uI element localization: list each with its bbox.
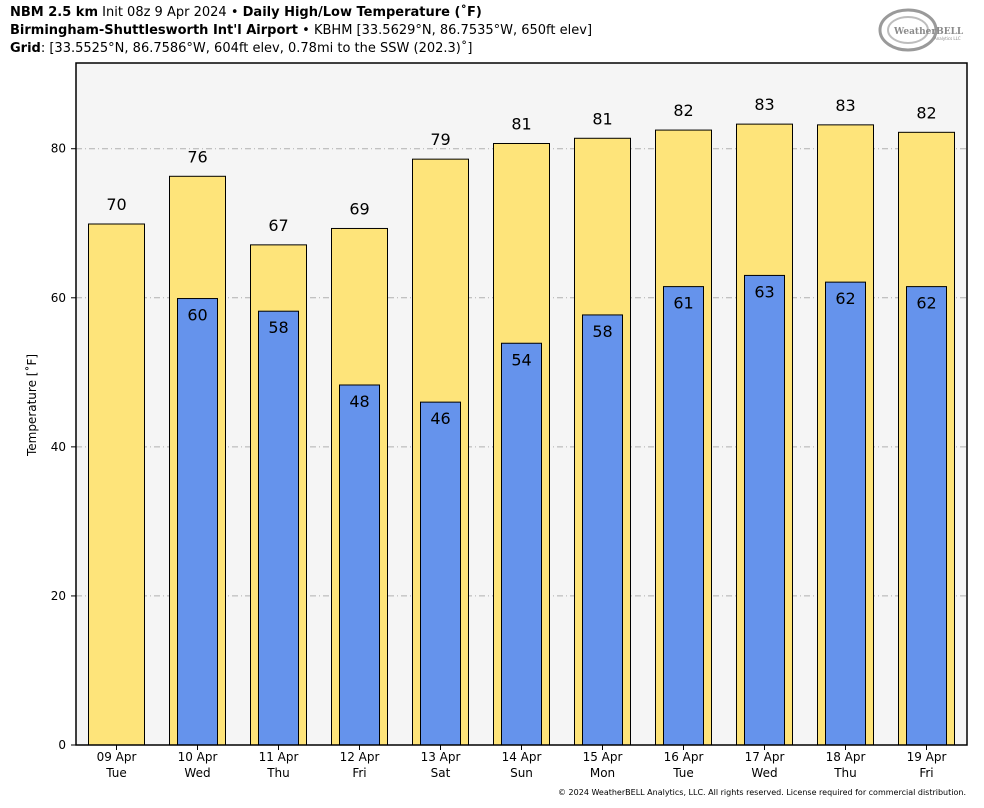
high-temp-label: 76	[187, 147, 207, 166]
low-temp-bar	[258, 310, 299, 746]
init-time: Init 08z 9 Apr 2024	[102, 5, 227, 20]
high-temp-label: 70	[106, 195, 126, 214]
y-tick-label: 40	[51, 440, 66, 454]
header-line-1: NBM 2.5 km Init 08z 9 Apr 2024 • Daily H…	[10, 5, 482, 20]
x-tick-day-label: Fri	[919, 766, 933, 780]
x-tick-date-label: 13 Apr	[421, 750, 461, 764]
x-tick-date-label: 12 Apr	[340, 750, 380, 764]
low-temp-bar	[501, 342, 542, 746]
x-tick-day-label: Thu	[833, 766, 857, 780]
low-temp-bar	[825, 281, 866, 746]
x-tick-day-label: Fri	[352, 766, 366, 780]
high-temp-label: 83	[835, 96, 855, 115]
header-line-2: Birmingham-Shuttlesworth Int'l Airport •…	[10, 23, 592, 38]
low-temp-bar	[177, 298, 218, 746]
x-tick-day-label: Tue	[672, 766, 694, 780]
x-tick-day-label: Thu	[266, 766, 290, 780]
x-tick-date-label: 11 Apr	[259, 750, 299, 764]
grid-label: Grid	[10, 41, 41, 56]
separator: •	[230, 5, 239, 20]
high-temp-bar	[88, 223, 145, 746]
high-temp-label: 79	[430, 130, 450, 149]
low-temp-label: 60	[187, 306, 207, 325]
separator: •	[302, 23, 310, 38]
x-tick-date-label: 10 Apr	[178, 750, 218, 764]
x-tick-day-label: Tue	[105, 766, 127, 780]
low-temp-label: 63	[754, 282, 774, 301]
high-temp-label: 81	[592, 109, 612, 128]
low-temp-label: 62	[916, 294, 936, 313]
x-tick-date-label: 15 Apr	[583, 750, 623, 764]
weatherbell-logo: WeatherBELL Analytics LLC	[878, 8, 964, 52]
high-temp-label: 82	[673, 101, 693, 120]
y-tick-label: 60	[51, 291, 66, 305]
y-tick-label: 0	[58, 738, 66, 752]
high-temp-label: 69	[349, 199, 369, 218]
low-temp-label: 46	[430, 409, 450, 428]
chart-title: Daily High/Low Temperature (˚F)	[242, 5, 482, 20]
site-info: KBHM [33.5629°N, 86.7535°W, 650ft elev]	[313, 23, 593, 38]
low-temp-label: 58	[268, 318, 288, 337]
plot-frame	[75, 62, 968, 746]
site-name: Birmingham-Shuttlesworth Int'l Airport	[10, 23, 299, 38]
low-temp-bar	[582, 314, 623, 746]
high-temp-label: 82	[916, 103, 936, 122]
x-tick-date-label: 16 Apr	[664, 750, 704, 764]
low-temp-label: 54	[511, 350, 531, 369]
x-tick-date-label: 17 Apr	[745, 750, 785, 764]
low-temp-label: 62	[835, 289, 855, 308]
x-tick-date-label: 19 Apr	[907, 750, 947, 764]
y-tick-label: 80	[51, 142, 66, 156]
grid-info: : [33.5525°N, 86.7586°W, 604ft elev, 0.7…	[40, 41, 473, 56]
low-temp-bar	[420, 401, 461, 746]
svg-text:WeatherBELL: WeatherBELL	[893, 27, 964, 37]
svg-text:Analytics LLC: Analytics LLC	[934, 36, 961, 41]
plot-area: 0 20 40 60 80 70 09 Apr Tue 76 60 10 Apr Wed 67 58 11 …	[51, 62, 968, 780]
y-tick-label: 20	[51, 589, 66, 603]
low-temp-bar	[663, 286, 704, 746]
high-temp-label: 67	[268, 216, 288, 235]
copyright-notice: © 2024 WeatherBELL Analytics, LLC. All r…	[558, 788, 966, 797]
low-temp-bar	[339, 384, 380, 746]
x-tick-day-label: Wed	[751, 766, 777, 780]
x-tick-day-label: Sat	[431, 766, 451, 780]
x-tick-date-label: 14 Apr	[502, 750, 542, 764]
low-temp-label: 58	[592, 322, 612, 341]
x-tick-day-label: Wed	[184, 766, 210, 780]
x-tick-date-label: 09 Apr	[97, 750, 137, 764]
y-axis-label: Temperature [˚F]	[24, 354, 39, 457]
high-temp-label: 81	[511, 114, 531, 133]
header-line-3: Grid: [33.5525°N, 86.7586°W, 604ft elev,…	[10, 41, 472, 56]
low-temp-bar	[744, 274, 785, 746]
low-temp-bar	[906, 286, 947, 746]
x-tick-day-label: Mon	[590, 766, 615, 780]
model-name: NBM 2.5 km	[10, 5, 98, 20]
high-temp-label: 83	[754, 95, 774, 114]
low-temp-label: 61	[673, 294, 693, 313]
low-temp-label: 48	[349, 392, 369, 411]
x-tick-day-label: Sun	[510, 766, 533, 780]
x-tick-date-label: 18 Apr	[826, 750, 866, 764]
